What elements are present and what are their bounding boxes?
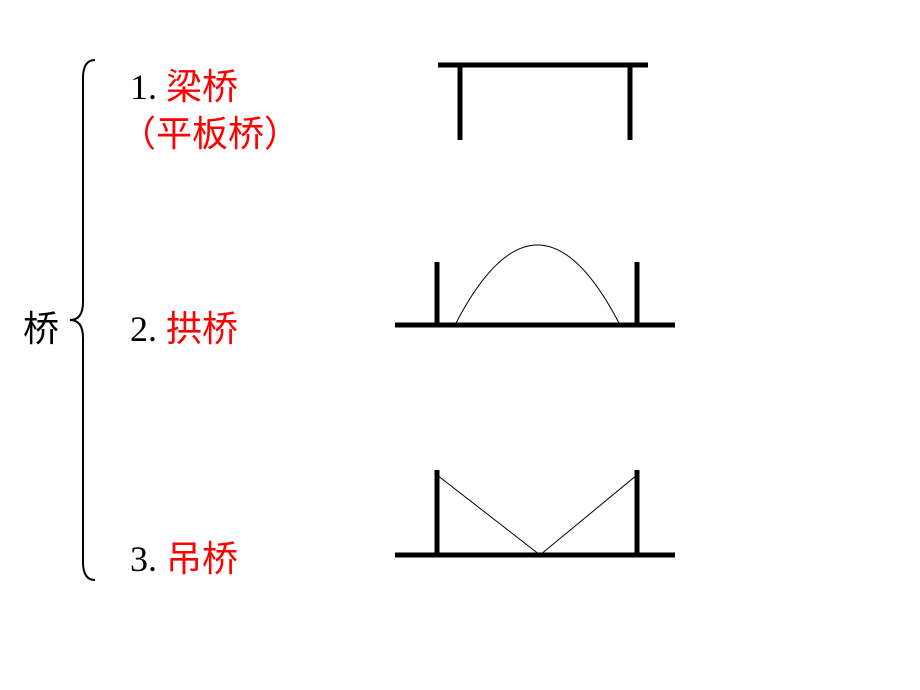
diagram-canvas	[0, 0, 920, 690]
